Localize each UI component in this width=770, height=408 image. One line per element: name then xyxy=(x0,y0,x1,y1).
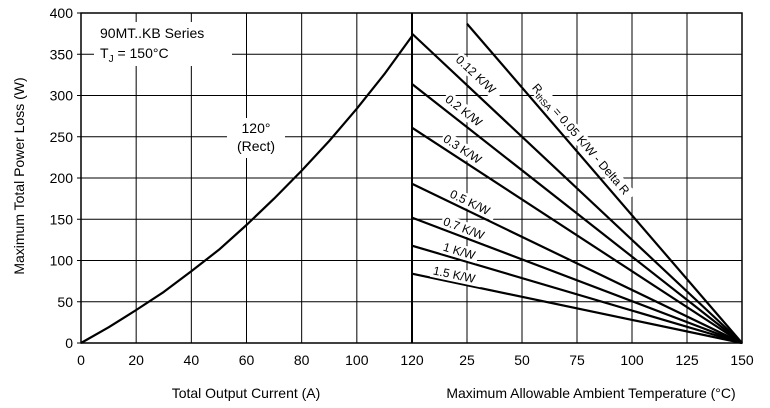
right-x-tick-label: 25 xyxy=(459,352,475,368)
curve-label-line1: 120° xyxy=(242,120,271,136)
curve-label-line2: (Rect) xyxy=(237,138,275,154)
resistance-labels: RthSA = 0.05 K/W - Delta R0.12 K/W0.2 K/… xyxy=(429,51,637,288)
y-tick-label: 400 xyxy=(50,5,74,21)
rthsa-label-text: 0.5 K/W xyxy=(448,187,493,218)
right-x-tick-label: 125 xyxy=(675,352,699,368)
right-x-tick-label: 75 xyxy=(569,352,585,368)
left-x-tick-label: 100 xyxy=(345,352,369,368)
rthsa-label-bg xyxy=(439,239,481,264)
y-tick-label: 200 xyxy=(50,170,74,186)
y-tick-label: 150 xyxy=(50,211,74,227)
y-tick-label: 100 xyxy=(50,253,74,269)
rthsa-line xyxy=(411,182,743,344)
right-x-axis-label: Maximum Allowable Ambient Temperature (°… xyxy=(446,385,735,401)
tj-subscript: J xyxy=(109,54,114,65)
tj-text: TJ = 150°C xyxy=(100,45,169,65)
tj-symbol: T xyxy=(100,45,109,61)
rthsa-line xyxy=(411,272,743,345)
right-x-tick-label: 150 xyxy=(730,352,754,368)
left-x-tick-label: 80 xyxy=(294,352,310,368)
plot-frame xyxy=(80,12,743,344)
rthsa-line xyxy=(466,23,743,344)
rthsa-line xyxy=(411,83,743,344)
rthsa-label-text: RthSA = 0.05 K/W - Delta R xyxy=(528,81,633,199)
rthsa-label-bg xyxy=(527,79,637,203)
rthsa-label-text: 0.12 K/W xyxy=(453,53,499,97)
right-x-tick-label: 100 xyxy=(620,352,644,368)
rthsa-line xyxy=(411,244,743,345)
tj-value: = 150°C xyxy=(114,45,169,61)
left-x-tick-label: 20 xyxy=(128,352,144,368)
rthsa-line xyxy=(411,126,743,344)
left-x-tick-label: 40 xyxy=(184,352,200,368)
curve-label-bg xyxy=(227,118,285,158)
rthsa-label-bg xyxy=(445,185,499,221)
left-x-tick-label: 60 xyxy=(239,352,255,368)
y-tick-label: 50 xyxy=(57,294,73,310)
series-annotation: 90MT..KB Series TJ = 150°C xyxy=(94,22,232,66)
y-axis-label: Maximum Total Power Loss (W) xyxy=(11,77,27,274)
rthsa-label-bg xyxy=(429,263,484,288)
left-x-tick-label: 120 xyxy=(400,352,424,368)
rthsa-label-bg xyxy=(439,130,490,171)
y-tick-label: 0 xyxy=(65,335,73,351)
rthsa-line xyxy=(411,216,743,345)
series-name-text: 90MT..KB Series xyxy=(100,25,204,41)
rthsa-label-bg xyxy=(451,51,504,102)
rthsa-label-bg xyxy=(440,90,491,134)
y-tick-label: 300 xyxy=(50,88,74,104)
y-tick-label: 250 xyxy=(50,129,74,145)
rthsa-label-bg xyxy=(439,213,493,246)
curve-label: 120° (Rect) xyxy=(227,118,285,158)
tick-labels: 0 50 100 150 200 250 300 350 400 0 20 40 60 80 100 120 2… xyxy=(50,5,754,368)
series-lines xyxy=(80,23,743,345)
series-annotation-bg xyxy=(94,22,232,66)
left-x-tick-label: 0 xyxy=(77,352,85,368)
power-loss-curve xyxy=(80,35,413,344)
right-x-tick-label: 50 xyxy=(514,352,530,368)
left-x-axis-label: Total Output Current (A) xyxy=(172,385,321,401)
y-tick-label: 350 xyxy=(50,46,74,62)
rthsa-line-label: RthSA = 0.05 K/W - Delta R xyxy=(527,79,637,203)
rthsa-line xyxy=(411,32,743,344)
